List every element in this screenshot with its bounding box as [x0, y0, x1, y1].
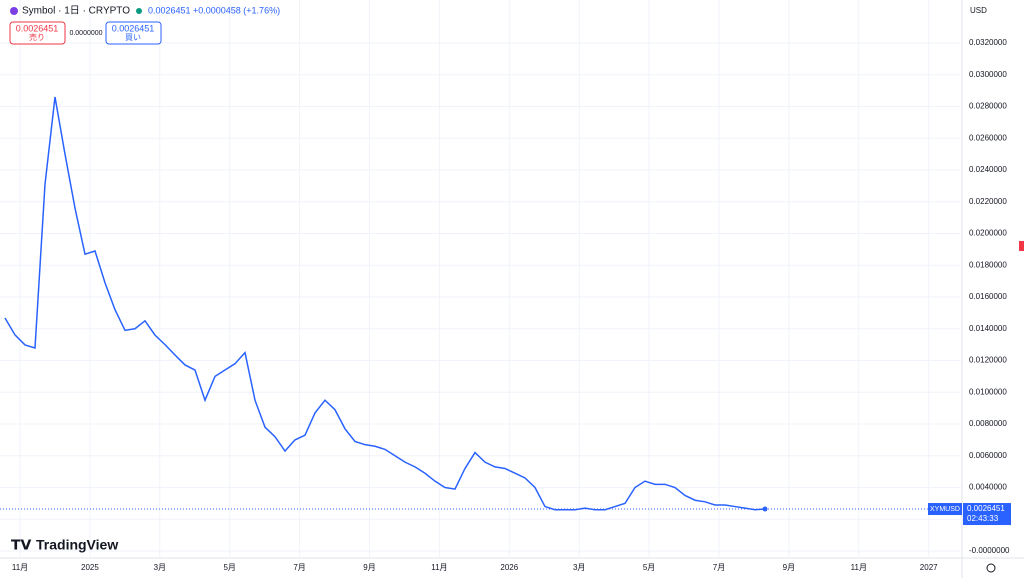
- x-tick-label: 2027: [920, 563, 938, 572]
- y-tick-label: 0.0080000: [969, 419, 1007, 428]
- symbol-tag-text: XYMUSD: [930, 506, 960, 513]
- alert-marker: [1019, 241, 1024, 251]
- x-tick-label: 7月: [293, 563, 305, 572]
- x-tick-label: 2026: [500, 563, 518, 572]
- brand: TradingView: [36, 537, 118, 553]
- brand-logo: 𝗧𝗩: [11, 537, 32, 553]
- y-tick-label: 0.0120000: [969, 356, 1007, 365]
- settings-icon[interactable]: [986, 563, 996, 573]
- symbol-tag: [928, 503, 962, 516]
- sell-button[interactable]: [9, 21, 66, 45]
- y-tick-label: 0.0260000: [969, 133, 1007, 142]
- buy-button[interactable]: [105, 21, 162, 45]
- x-tick-label: 11月: [431, 563, 447, 572]
- y-tick-label: -0.0000000: [969, 546, 1010, 555]
- currency[interactable]: USD: [970, 6, 987, 15]
- y-tick-label: 0.0140000: [969, 324, 1007, 333]
- symbol: Symbol · 1日 · CRYPTO: [22, 6, 130, 17]
- y-tick-label: 0.0180000: [969, 260, 1007, 269]
- status-dot: [136, 8, 142, 14]
- plot: [0, 96, 962, 512]
- price-tag: [963, 503, 1011, 526]
- x-tick-label: 7月: [713, 563, 725, 572]
- buy-price: 0.0026451: [112, 23, 155, 33]
- y-tick-label: 0.0320000: [969, 38, 1007, 47]
- x-tick-label: 3月: [154, 563, 166, 572]
- sell-price: 0.0026451: [16, 23, 59, 33]
- x-tick-label: 11月: [12, 563, 28, 572]
- grid: [0, 0, 962, 558]
- y-tick-label: 0.0200000: [969, 229, 1007, 238]
- y-tick-label: 0.0280000: [969, 102, 1007, 111]
- sell-label: 売り: [29, 32, 45, 42]
- y-tick-label: 0.0040000: [969, 483, 1007, 492]
- y-tick-label: 0.0240000: [969, 165, 1007, 174]
- y-tick-label: 0.0100000: [969, 387, 1007, 396]
- x-tick-label: 9月: [363, 563, 375, 572]
- price-line: [4, 96, 766, 511]
- change: +0.0000458 (+1.76%): [193, 5, 280, 15]
- y-tick-label: 0.0300000: [969, 70, 1007, 79]
- y-tick-label: 0.0060000: [969, 451, 1007, 460]
- buy-label: 買い: [125, 33, 141, 42]
- x-tick-label: 5月: [223, 563, 235, 572]
- y-tick-label: 0.0160000: [969, 292, 1007, 301]
- x-tick-label: 9月: [783, 563, 795, 572]
- x-tick-label: 2025: [81, 563, 99, 572]
- x-tick-label: 11月: [851, 563, 867, 572]
- spread: 0.0000000: [69, 30, 102, 37]
- price: 0.0026451: [148, 5, 191, 15]
- x-tick-label: 5月: [643, 563, 655, 572]
- y-tick-label: 0.0220000: [969, 197, 1007, 206]
- x-tick-label: 3月: [573, 563, 585, 572]
- price-tag-countdown: 02:43:33: [967, 514, 999, 523]
- price-tag-value: 0.0026451: [967, 504, 1005, 513]
- symbol-icon: [10, 7, 18, 15]
